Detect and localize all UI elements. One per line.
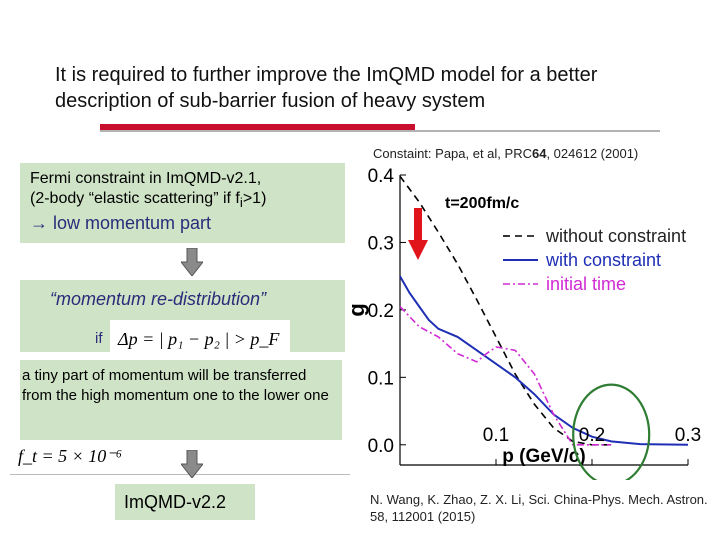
- title-accent-bar: [100, 124, 415, 131]
- y-tick-label: 0.1: [368, 368, 394, 389]
- legend-label: without constraint: [545, 226, 686, 246]
- gray-down-arrow-icon: [181, 248, 203, 276]
- citation-bottom: N. Wang, K. Zhao, Z. X. Li, Sci. China-P…: [370, 492, 708, 524]
- series-line-with-constraint: [399, 275, 689, 446]
- series-line-without-constraint: [399, 175, 612, 446]
- y-tick-label: 0.3: [368, 233, 394, 254]
- y-tick-label: 0.0: [368, 436, 394, 457]
- slide-title: It is required to further improve the Im…: [55, 64, 598, 112]
- x-tick-label: 0.2: [579, 425, 605, 446]
- momentum-transfer-box: a tiny part of momentum will be transfer…: [20, 360, 342, 440]
- chart-annotation: t=200fm/c: [445, 195, 519, 212]
- right-arrow-icon: →: [30, 213, 48, 234]
- y-tick-label: 0.2: [368, 301, 394, 322]
- if-label: if: [95, 330, 103, 347]
- momentum-distribution-chart: 0.0 0.1 0.2 0.3 0.4 0.1 0.2 0.3 p (GeV/c) g t=200f…: [344, 166, 701, 480]
- green-highlight-ellipse: [572, 383, 651, 480]
- momentum-redistribution-label: “momentum re-distribution”: [50, 289, 267, 309]
- box1-line2: (2-body “elastic scattering” if fi>1): [30, 189, 335, 213]
- y-axis-label: g: [344, 303, 369, 316]
- citation-top-prefix: Constaint: Papa, et al, PRC: [373, 146, 532, 161]
- ft-divider: [10, 474, 350, 475]
- box1-line2-post: >1): [242, 190, 267, 207]
- box1-line2-sub: i: [239, 195, 243, 211]
- series-line-initial-time: [399, 305, 612, 446]
- x-tick-label: 0.1: [483, 425, 509, 446]
- x-axis-label: p (GeV/c): [502, 446, 585, 467]
- ft-formula: f_t = 5 × 10⁻⁶: [18, 446, 123, 466]
- momentum-transfer-text: a tiny part of momentum will be transfer…: [22, 367, 329, 404]
- citation-top-suffix: , 024612 (2001): [546, 146, 639, 161]
- box1-line3: → low momentum part: [30, 213, 335, 233]
- x-tick-label: 0.3: [675, 425, 701, 446]
- fermi-constraint-box: Fermi constraint in ImQMD-v2.1, (2-body …: [20, 163, 345, 243]
- citation-top-volume: 64: [531, 146, 547, 161]
- citation-top: Constaint: Papa, et al, PRC64, 024612 (2…: [373, 146, 638, 161]
- imqmd-v22-box: ImQMD-v2.2: [115, 484, 255, 520]
- red-down-arrow-icon: [408, 208, 428, 260]
- title-divider: [100, 130, 660, 132]
- momentum-formula: Δp = | p₁ − p₂ | > p_F: [110, 320, 290, 355]
- box1-line3-text: low momentum part: [48, 213, 212, 234]
- box1-line1: Fermi constraint in ImQMD-v2.1,: [30, 170, 262, 187]
- legend-label: with constraint: [545, 250, 661, 270]
- box1-line2-pre: (2-body “elastic scattering” if f: [30, 190, 240, 207]
- legend-label: initial time: [546, 274, 626, 294]
- imqmd-v22-label: ImQMD-v2.2: [124, 492, 227, 512]
- gray-down-arrow-icon: [181, 450, 203, 478]
- y-tick-label: 0.4: [368, 166, 395, 187]
